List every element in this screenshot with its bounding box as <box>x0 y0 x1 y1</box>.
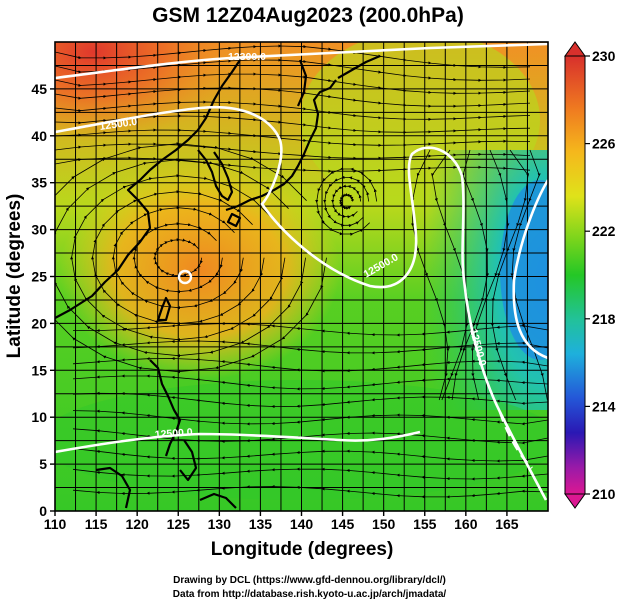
colorbar-top-triangle <box>564 41 586 57</box>
streamline <box>55 142 327 374</box>
colorbar-tick-label: 230 <box>592 48 616 64</box>
colorbar-tick-label: 214 <box>592 398 616 414</box>
map-figure: GSM 12Z04Aug2023 (200.0hPa) <box>4 4 616 560</box>
y-tick-label: 20 <box>31 315 47 331</box>
x-axis: 110 115 120 125 130 135 140 145 150 155 160 165 <box>44 511 519 532</box>
streamline <box>72 484 548 499</box>
colorbar-scale <box>564 55 586 495</box>
y-axis-label: Latitude (degrees) <box>4 194 25 359</box>
streamline <box>72 374 548 391</box>
streamline <box>72 409 548 426</box>
y-tick-label: 40 <box>31 128 47 144</box>
y-tick-label: 30 <box>31 222 47 238</box>
y-tick-label: 0 <box>39 503 47 519</box>
contour-labels: 12300.0 12500.0 12500.0 12500.0 12500.0 <box>99 51 489 441</box>
x-axis-label: Longitude (degrees) <box>211 539 394 560</box>
colorbar-tick-label: 222 <box>592 223 616 239</box>
height-contours <box>55 42 548 501</box>
y-tick-label: 45 <box>31 81 47 97</box>
x-tick-label: 115 <box>85 516 108 532</box>
contour-label: 12300.0 <box>228 51 266 63</box>
streamline <box>72 391 548 409</box>
y-tick-label: 25 <box>31 269 47 285</box>
x-tick-label: 135 <box>249 516 273 532</box>
x-tick-label: 160 <box>454 516 478 532</box>
x-tick-label: 155 <box>413 516 437 532</box>
x-tick-label: 130 <box>208 516 232 532</box>
colorbar-tick-label: 226 <box>592 136 616 152</box>
contour-label: 12500.0 <box>99 116 138 133</box>
x-tick-label: 125 <box>167 516 191 532</box>
credit-drawing: Drawing by DCL (https://www.gfd-dennou.o… <box>173 575 446 586</box>
x-tick-label: 165 <box>495 516 519 532</box>
x-tick-label: 145 <box>331 516 355 532</box>
colorbar: 230 226 222 218 214 210 <box>564 41 616 509</box>
chart-title: GSM 12Z04Aug2023 (200.0hPa) <box>152 4 464 27</box>
colorbar-tick-label: 210 <box>592 486 616 502</box>
colorbar-bottom-triangle <box>564 493 586 509</box>
y-axis: 0 5 10 15 20 25 30 35 40 45 <box>31 81 55 519</box>
credit-data: Data from http://database.rish.kyoto-u.a… <box>172 589 447 600</box>
streamline <box>72 448 548 463</box>
contour-label: 12500.0 <box>154 426 193 441</box>
streamline <box>72 467 548 481</box>
x-tick-label: 120 <box>125 516 149 532</box>
x-tick-label: 150 <box>372 516 396 532</box>
colorbar-tick-label: 218 <box>592 311 616 327</box>
y-tick-label: 35 <box>31 175 47 191</box>
y-tick-label: 10 <box>31 409 47 425</box>
streamline <box>315 167 378 236</box>
streamline <box>510 149 548 401</box>
wind-streamlines <box>55 44 548 499</box>
x-tick-label: 110 <box>44 516 67 532</box>
y-tick-label: 5 <box>39 456 47 472</box>
x-tick-label: 140 <box>290 516 314 532</box>
y-tick-label: 15 <box>31 362 47 378</box>
